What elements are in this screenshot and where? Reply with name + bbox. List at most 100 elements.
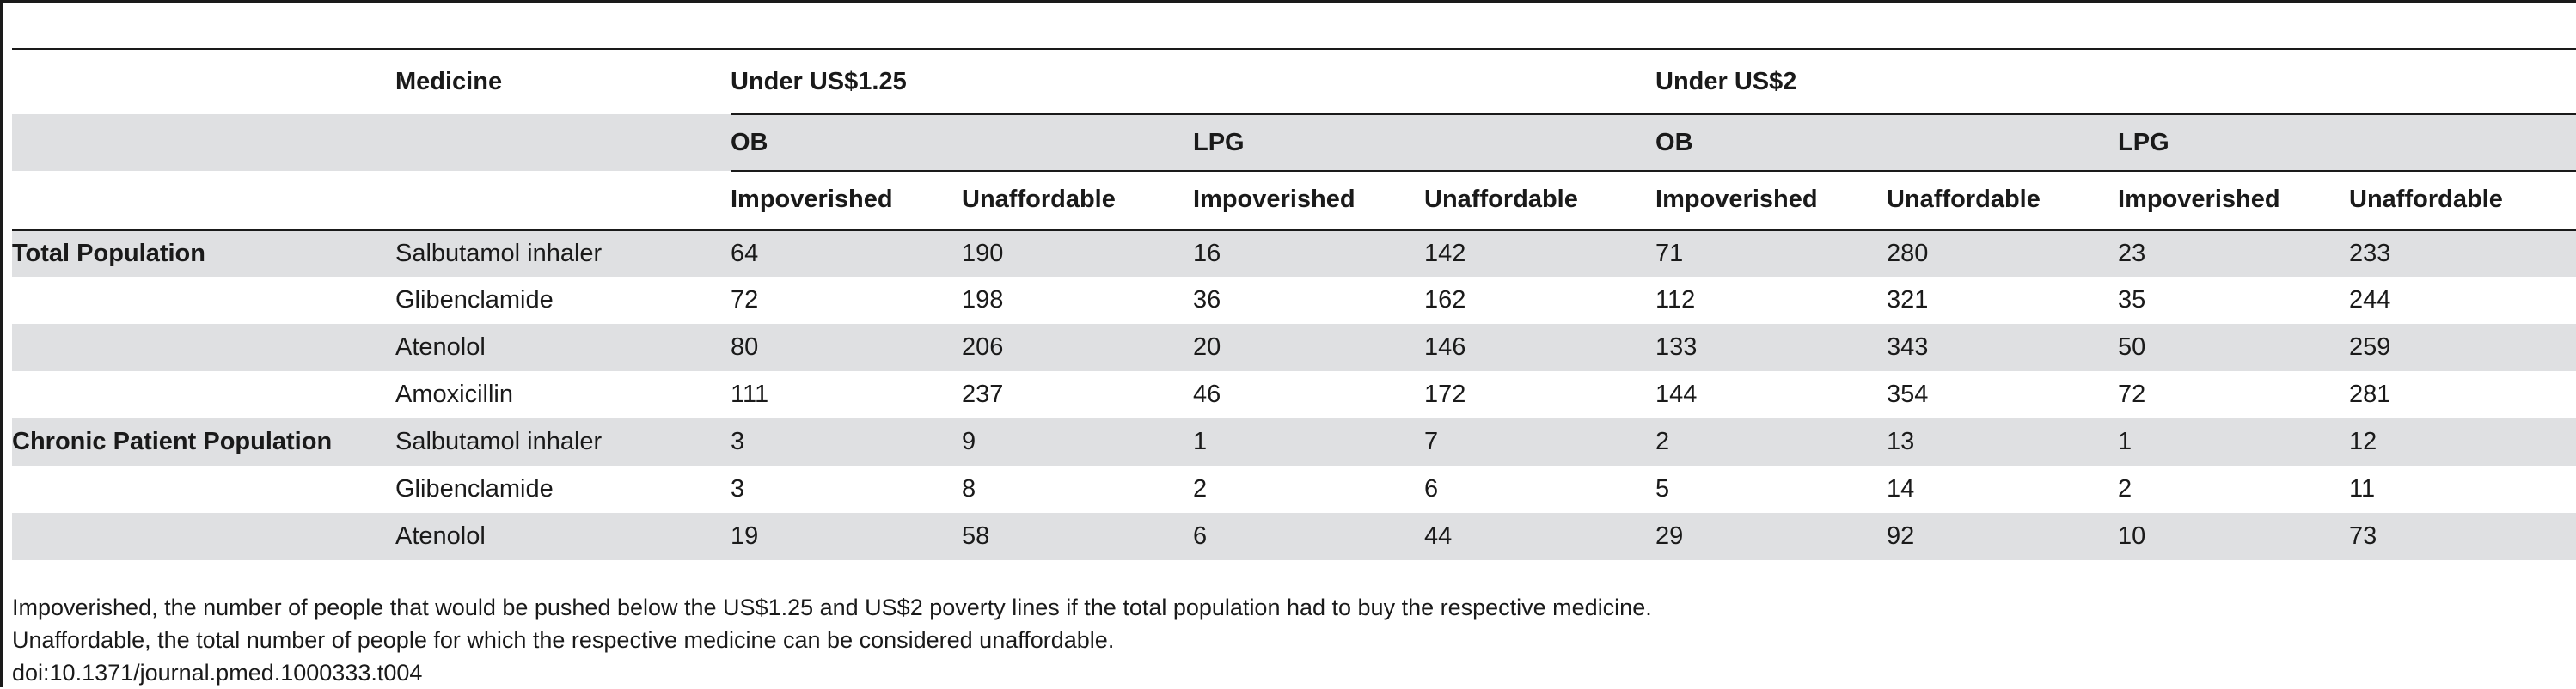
- table-body: Total Population Salbutamol inhaler 64 1…: [12, 229, 2576, 560]
- cell-value: 281: [2349, 381, 2391, 408]
- top-border-rule: [0, 0, 2576, 3]
- cell-value: 13: [1887, 428, 1915, 455]
- cell-value: 354: [1887, 381, 1929, 408]
- header-impoverished: Impoverished: [2118, 186, 2280, 214]
- cell-value: 244: [2349, 286, 2391, 314]
- header-empty-cell: [12, 171, 395, 229]
- row-medicine: Glibenclamide: [395, 286, 554, 314]
- cell-value: 321: [1887, 286, 1929, 314]
- header-empty-cell: [12, 114, 395, 171]
- cell-value: 2: [2118, 475, 2132, 503]
- cell-value: 92: [1887, 522, 1915, 550]
- cell-value: 237: [962, 381, 1004, 408]
- cell-value: 190: [962, 239, 1004, 267]
- cell-value: 29: [1655, 522, 1684, 550]
- footnote-impoverished: Impoverished, the number of people that …: [12, 594, 1652, 620]
- cell-value: 111: [731, 381, 769, 408]
- cell-value: 142: [1424, 239, 1466, 267]
- cell-value: 14: [1887, 475, 1915, 503]
- cell-value: 259: [2349, 333, 2391, 361]
- cell-value: 44: [1424, 522, 1453, 550]
- row-medicine: Salbutamol inhaler: [395, 428, 603, 455]
- cell-value: 206: [962, 333, 1004, 361]
- header-ob-1-25: OB: [731, 114, 1193, 172]
- cell-value: 1: [1193, 428, 1208, 455]
- header-row-measures: Impoverished Unaffordable Impoverished U…: [12, 171, 2576, 229]
- cell-value: 36: [1193, 286, 1221, 314]
- cell-value: 23: [2118, 239, 2146, 267]
- header-empty-cell: [395, 171, 731, 229]
- row-medicine: Atenolol: [395, 333, 486, 361]
- table-footnotes: Impoverished, the number of people that …: [12, 591, 1652, 689]
- cell-value: 146: [1424, 333, 1466, 361]
- header-group-under-1-25: Under US$1.25: [731, 49, 1656, 115]
- cell-value: 6: [1424, 475, 1439, 503]
- cell-value: 12: [2349, 428, 2377, 455]
- cell-value: 2: [1655, 428, 1670, 455]
- cell-value: 133: [1655, 333, 1698, 361]
- cell-value: 5: [1655, 475, 1670, 503]
- header-empty-cell: [395, 114, 731, 171]
- cell-value: 2: [1193, 475, 1208, 503]
- row-section-label: [12, 371, 395, 418]
- cell-value: 6: [1193, 522, 1208, 550]
- row-medicine: Amoxicillin: [395, 381, 513, 408]
- header-unaffordable: Unaffordable: [1424, 186, 1578, 214]
- cell-value: 35: [2118, 286, 2146, 314]
- cell-value: 112: [1655, 286, 1696, 314]
- cell-value: 16: [1193, 239, 1221, 267]
- row-section-label: [12, 466, 395, 513]
- table-container: Medicine Under US$1.25 Under US$2 OB LPG…: [12, 48, 2576, 560]
- cell-value: 172: [1424, 381, 1466, 408]
- cell-value: 72: [2118, 381, 2146, 408]
- table-row: Atenolol 80 206 20 146 133 343 50 259: [12, 324, 2576, 371]
- table-row: Chronic Patient Population Salbutamol in…: [12, 418, 2576, 466]
- row-section-label: [12, 324, 395, 371]
- cell-value: 80: [731, 333, 759, 361]
- cell-value: 73: [2349, 522, 2377, 550]
- row-section-label: Chronic Patient Population: [12, 428, 333, 455]
- cell-value: 3: [731, 428, 745, 455]
- table-row: Amoxicillin 111 237 46 172 144 354 72 28…: [12, 371, 2576, 418]
- row-section-label: Total Population: [12, 239, 205, 267]
- cell-value: 11: [2349, 475, 2376, 503]
- cell-value: 280: [1887, 239, 1929, 267]
- table-header: Medicine Under US$1.25 Under US$2 OB LPG…: [12, 49, 2576, 229]
- header-ob-2: OB: [1655, 114, 2119, 172]
- cell-value: 343: [1887, 333, 1929, 361]
- header-lpg-1-25: LPG: [1193, 114, 1656, 172]
- data-table: Medicine Under US$1.25 Under US$2 OB LPG…: [12, 48, 2576, 560]
- cell-value: 1: [2118, 428, 2132, 455]
- table-row: Total Population Salbutamol inhaler 64 1…: [12, 229, 2576, 277]
- cell-value: 144: [1655, 381, 1698, 408]
- cell-value: 198: [962, 286, 1004, 314]
- table-row: Atenolol 19 58 6 44 29 92 10 73: [12, 513, 2576, 560]
- cell-value: 20: [1193, 333, 1221, 361]
- row-medicine: Atenolol: [395, 522, 486, 550]
- header-unaffordable: Unaffordable: [962, 186, 1116, 214]
- cell-value: 72: [731, 286, 759, 314]
- cell-value: 8: [962, 475, 976, 503]
- cell-value: 233: [2349, 239, 2391, 267]
- doi-link[interactable]: doi:10.1371/journal.pmed.1000333.t004: [12, 660, 423, 686]
- header-row-groups: Medicine Under US$1.25 Under US$2: [12, 49, 2576, 115]
- row-section-label: [12, 513, 395, 560]
- header-empty-cell: [12, 49, 395, 114]
- cell-value: 64: [731, 239, 759, 267]
- cell-value: 58: [962, 522, 990, 550]
- row-section-label: [12, 277, 395, 324]
- header-unaffordable: Unaffordable: [1887, 186, 2041, 214]
- header-lpg-2: LPG: [2118, 114, 2576, 172]
- cell-value: 50: [2118, 333, 2146, 361]
- header-impoverished: Impoverished: [1193, 186, 1355, 214]
- cell-value: 10: [2118, 522, 2146, 550]
- cell-value: 71: [1655, 239, 1684, 267]
- table-row: Glibenclamide 72 198 36 162 112 321 35 2…: [12, 277, 2576, 324]
- left-border-rule: [0, 0, 3, 687]
- row-medicine: Salbutamol inhaler: [395, 239, 603, 267]
- cell-value: 3: [731, 475, 745, 503]
- table-row: Glibenclamide 3 8 2 6 5 14 2 11: [12, 466, 2576, 513]
- cell-value: 9: [962, 428, 976, 455]
- header-group-under-2: Under US$2: [1655, 49, 2576, 115]
- header-impoverished: Impoverished: [731, 186, 893, 214]
